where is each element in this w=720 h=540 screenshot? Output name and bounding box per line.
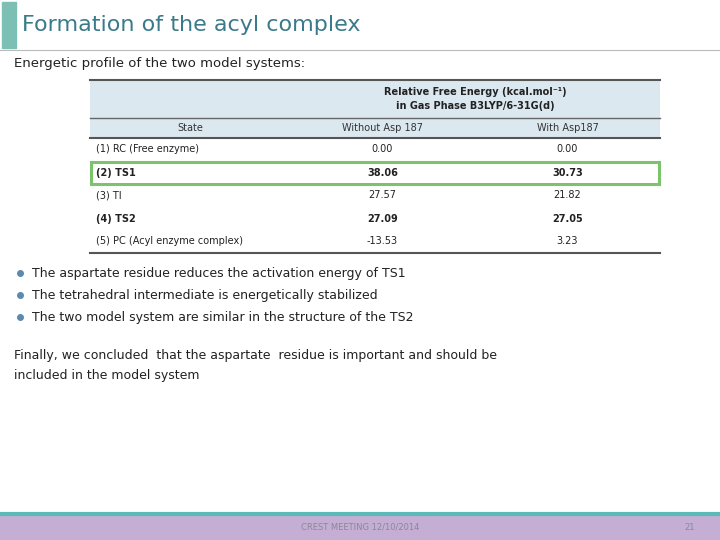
Text: 27.05: 27.05	[552, 213, 583, 224]
Text: (4) TS2: (4) TS2	[96, 213, 136, 224]
Text: The two model system are similar in the structure of the TS2: The two model system are similar in the …	[32, 310, 413, 323]
Text: With Asp187: With Asp187	[536, 123, 598, 133]
Text: 21.82: 21.82	[554, 191, 581, 200]
Text: (3) TI: (3) TI	[96, 191, 122, 200]
Text: 21: 21	[685, 523, 695, 531]
Text: The aspartate residue reduces the activation energy of TS1: The aspartate residue reduces the activa…	[32, 267, 405, 280]
Bar	[90, 80, 660, 118]
Text: 0.00: 0.00	[372, 145, 393, 154]
Text: Finally, we concluded  that the aspartate  residue is important and should be
in: Finally, we concluded that the aspartate…	[14, 349, 497, 382]
Text: 3.23: 3.23	[557, 237, 578, 246]
Text: Without Asp 187: Without Asp 187	[342, 123, 423, 133]
Text: State: State	[177, 123, 203, 133]
Text: The tetrahedral intermediate is energetically stabilized: The tetrahedral intermediate is energeti…	[32, 288, 377, 301]
Text: Formation of the acyl complex: Formation of the acyl complex	[22, 15, 361, 35]
Text: (2) TS1: (2) TS1	[96, 167, 136, 178]
Text: 27.57: 27.57	[369, 191, 397, 200]
Bar	[91, 161, 659, 184]
Text: Energetic profile of the two model systems:: Energetic profile of the two model syste…	[14, 57, 305, 71]
Bar	[2, 2, 16, 48]
Text: CREST MEETING 12/10/2014: CREST MEETING 12/10/2014	[301, 523, 419, 531]
Text: -13.53: -13.53	[367, 237, 398, 246]
Text: (1) RC (Free enzyme): (1) RC (Free enzyme)	[96, 145, 199, 154]
Text: 30.73: 30.73	[552, 167, 583, 178]
Text: 27.09: 27.09	[367, 213, 398, 224]
Text: 0.00: 0.00	[557, 145, 578, 154]
Bar	[90, 118, 660, 138]
Text: Relative Free Energy (kcal.mol⁻¹)
in Gas Phase B3LYP/6-31G(d): Relative Free Energy (kcal.mol⁻¹) in Gas…	[384, 87, 567, 111]
Text: (5) PC (Acyl enzyme complex): (5) PC (Acyl enzyme complex)	[96, 237, 243, 246]
Bar	[0, 514, 720, 540]
Text: 38.06: 38.06	[367, 167, 398, 178]
